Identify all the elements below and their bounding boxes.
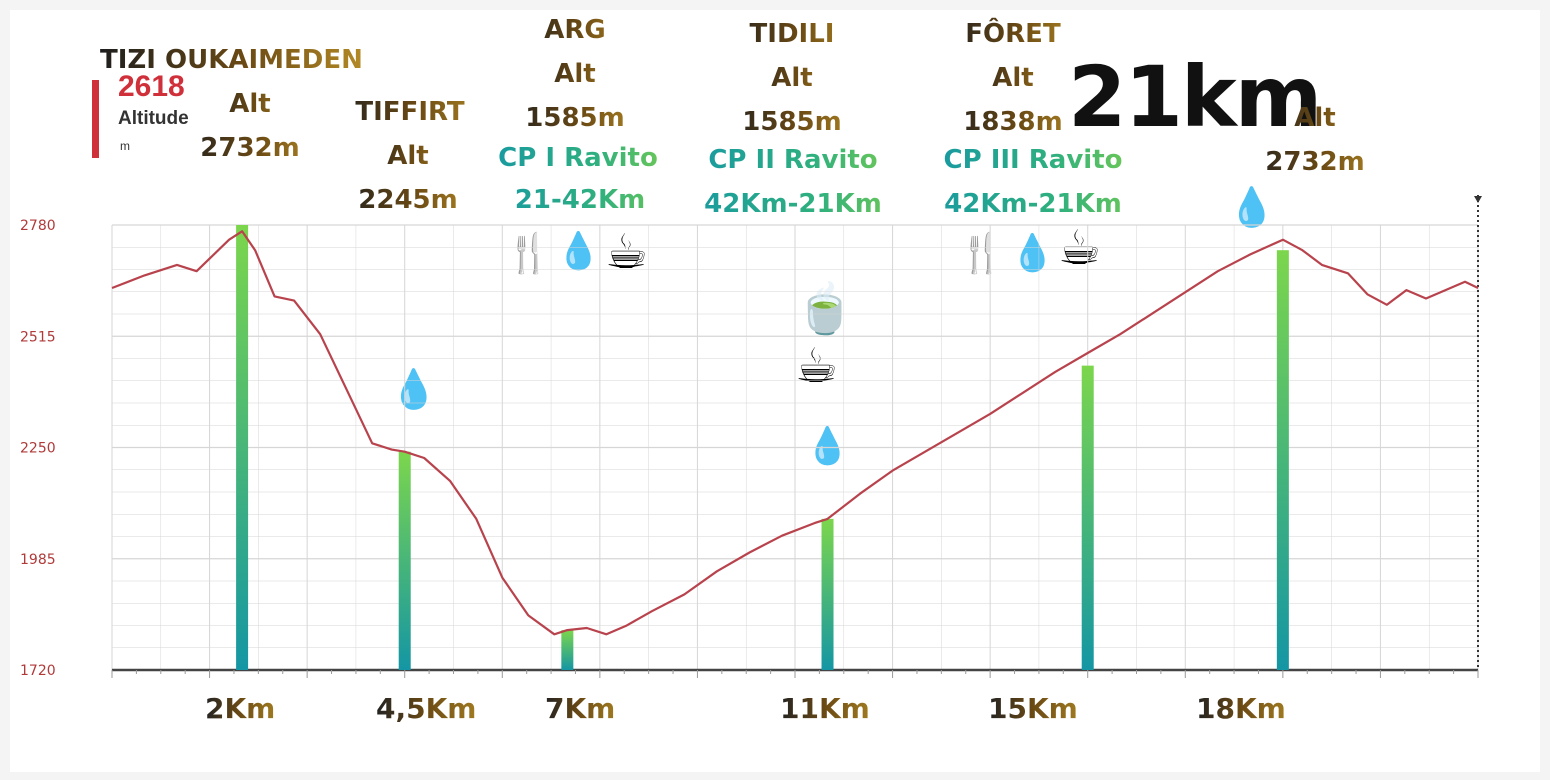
header-value-arg: 1585m — [505, 96, 645, 140]
header-value-tizi: 2732m — [180, 126, 320, 170]
km-label-15: 15Km — [988, 692, 1078, 725]
fork-knife-icon: 🍴 — [505, 233, 553, 275]
water-drop-icon: 💧 — [556, 230, 601, 271]
water-drop-icon: 💧 — [390, 369, 438, 411]
race-distance: 21km — [1068, 48, 1322, 146]
header-cp-foret: CP III Ravito — [923, 138, 1143, 182]
km-label-11: 11Km — [780, 692, 870, 725]
km-label-4-5: 4,5Km — [376, 692, 477, 725]
header-value-foret: 1838m — [943, 100, 1083, 144]
header-alt-tizi: Alt — [200, 82, 300, 126]
y-tick-label: 2250 — [20, 441, 56, 457]
header-alt-tiffirt: Alt — [358, 134, 458, 178]
header-name-arg: ARG — [515, 8, 635, 52]
header-value-finish: 2732m — [1245, 140, 1385, 184]
altitude-bar — [92, 80, 99, 158]
altitude-label: Altitude — [118, 108, 189, 129]
water-drop-icon: 💧 — [805, 425, 850, 466]
header-cprange-arg: 21-42Km — [480, 178, 680, 222]
header-alt-foret: Alt — [963, 56, 1063, 100]
header-cp-tidili: CP II Ravito — [683, 138, 903, 182]
header-name-tiffirt: TIFFIRT — [330, 90, 490, 134]
checkpoint-bar — [1081, 365, 1094, 670]
y-tick-label: 2780 — [20, 218, 56, 234]
checkpoint-bar — [236, 225, 249, 670]
y-tick-label: 1720 — [20, 663, 56, 679]
header-cprange-tidili: 42Km-21Km — [673, 182, 913, 226]
coffee-cup-icon: ☕ — [605, 226, 649, 279]
header-name-foret: FÔRET — [943, 12, 1083, 56]
checkpoint-bar — [821, 518, 834, 670]
header-cprange-foret: 42Km-21Km — [913, 182, 1153, 226]
checkpoint-bar — [561, 630, 574, 670]
water-drop-icon: 💧 — [1228, 187, 1276, 229]
altitude-value: 2618 — [118, 70, 185, 103]
coffee-cup-icon: ☕ — [795, 340, 839, 393]
header-alt-arg: Alt — [525, 52, 625, 96]
header-value-tiffirt: 2245m — [338, 178, 478, 222]
y-tick-label: 1985 — [20, 552, 56, 568]
elevation-line — [111, 230, 1479, 636]
checkpoint-bar — [398, 451, 411, 670]
km-label-7: 7Km — [545, 692, 616, 725]
y-tick-label: 2515 — [20, 329, 56, 345]
header-name-tizi: TIZI OUKAIMEDEN — [100, 38, 363, 82]
header-value-tidili: 1585m — [722, 100, 862, 144]
km-label-18: 18Km — [1196, 692, 1286, 725]
finish-arrow-icon — [1474, 196, 1482, 203]
header-alt-finish: Alt — [1265, 96, 1365, 140]
altitude-unit: m — [120, 139, 130, 153]
header-alt-tidili: Alt — [742, 56, 842, 100]
km-label-2: 2Km — [205, 692, 276, 725]
header-name-tidili: TIDILI — [722, 12, 862, 56]
water-drop-icon: 💧 — [1010, 232, 1055, 273]
header-cp-arg: CP I Ravito — [478, 136, 678, 180]
coffee-cup-icon: ☕ — [1058, 222, 1102, 275]
checkpoint-bar — [1276, 250, 1289, 671]
fork-knife-icon: 🍴 — [958, 233, 1006, 275]
